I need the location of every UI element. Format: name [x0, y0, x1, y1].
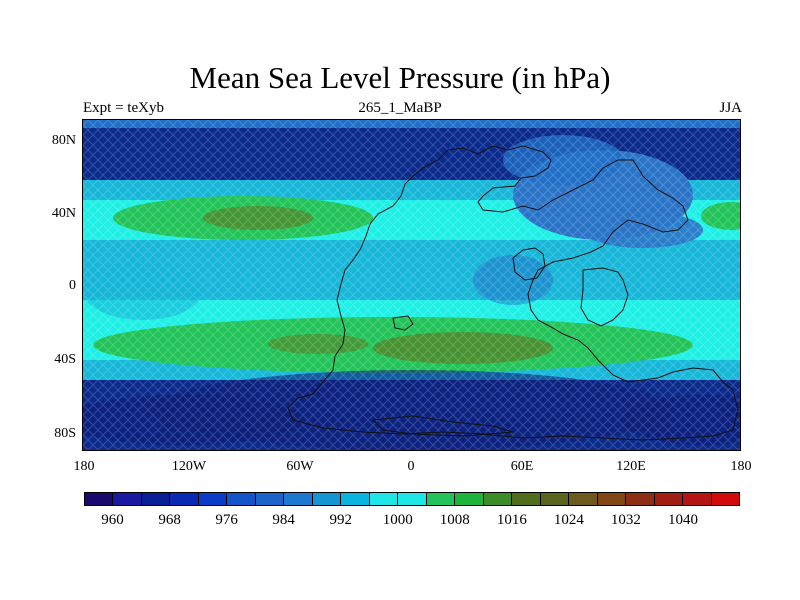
- lon-label-120e: 120E: [616, 459, 646, 474]
- coastline-tethys-island: [512, 247, 546, 281]
- lon-label-120w: 120W: [171, 459, 207, 474]
- colorbar-swatch: [426, 493, 456, 505]
- pressure-map: [82, 119, 741, 451]
- coastlines: [287, 145, 739, 441]
- lat-label-80n: 80N: [51, 133, 76, 148]
- lat-label-80s: 80S: [54, 426, 76, 441]
- coastline-tethys-isle-2: [580, 267, 629, 327]
- colorbar-swatch: [170, 493, 199, 505]
- coastline-antarctic-shelf: [372, 415, 514, 437]
- lon-label-0: 0: [407, 459, 415, 474]
- colorbar-swatch: [483, 493, 513, 505]
- colorbar-swatch: [654, 493, 684, 505]
- colorbar-swatch: [312, 493, 342, 505]
- colorbar: [84, 492, 740, 506]
- lat-label-40s: 40S: [54, 352, 76, 367]
- lon-label-180w: 180: [73, 459, 95, 474]
- colorbar-swatch: [227, 493, 256, 505]
- coastline-islet-1: [392, 315, 414, 331]
- lon-label-180e: 180: [730, 459, 752, 474]
- colorbar-swatch: [198, 493, 228, 505]
- colorbar-swatch: [540, 493, 570, 505]
- colorbar-swatch: [683, 493, 712, 505]
- lat-label-40n: 40N: [51, 206, 76, 221]
- colorbar-swatch: [341, 493, 370, 505]
- colorbar-label: 976: [215, 512, 238, 528]
- colorbar-swatch: [711, 493, 740, 505]
- colorbar-label: 1000: [382, 512, 413, 528]
- colorbar-swatch: [597, 493, 627, 505]
- colorbar-label: 992: [329, 512, 352, 528]
- colorbar-swatch: [369, 493, 399, 505]
- period-label: 265_1_MaBP: [358, 100, 442, 116]
- experiment-label: Expt = teXyb: [83, 100, 164, 116]
- colorbar-label: 968: [158, 512, 181, 528]
- colorbar-label: 1032: [610, 512, 641, 528]
- plot-title: Mean Sea Level Pressure (in hPa): [189, 60, 611, 95]
- colorbar-swatch: [569, 493, 598, 505]
- colorbar-swatch: [85, 493, 114, 505]
- colorbar-label: 1008: [439, 512, 470, 528]
- grid-hatching: [83, 120, 740, 450]
- coastline-pangaea: [287, 145, 739, 441]
- colorbar-swatch: [141, 493, 171, 505]
- colorbar-label: 984: [272, 512, 295, 528]
- colorbar-swatch: [398, 493, 427, 505]
- colorbar-label: 1024: [553, 512, 584, 528]
- lat-label-equator: 0: [69, 278, 76, 293]
- lon-label-60e: 60E: [510, 459, 534, 474]
- colorbar-swatch: [455, 493, 484, 505]
- colorbar-swatch: [512, 493, 541, 505]
- colorbar-label: 1016: [496, 512, 527, 528]
- lon-label-60w: 60W: [286, 459, 314, 474]
- colorbar-label: 960: [101, 512, 124, 528]
- colorbar-swatch: [255, 493, 285, 505]
- colorbar-swatch: [626, 493, 655, 505]
- pressure-map-canvas: [83, 120, 740, 450]
- colorbar-swatch: [113, 493, 142, 505]
- colorbar-label: 1040: [667, 512, 698, 528]
- season-label: JJA: [719, 100, 742, 116]
- colorbar-swatch: [284, 493, 313, 505]
